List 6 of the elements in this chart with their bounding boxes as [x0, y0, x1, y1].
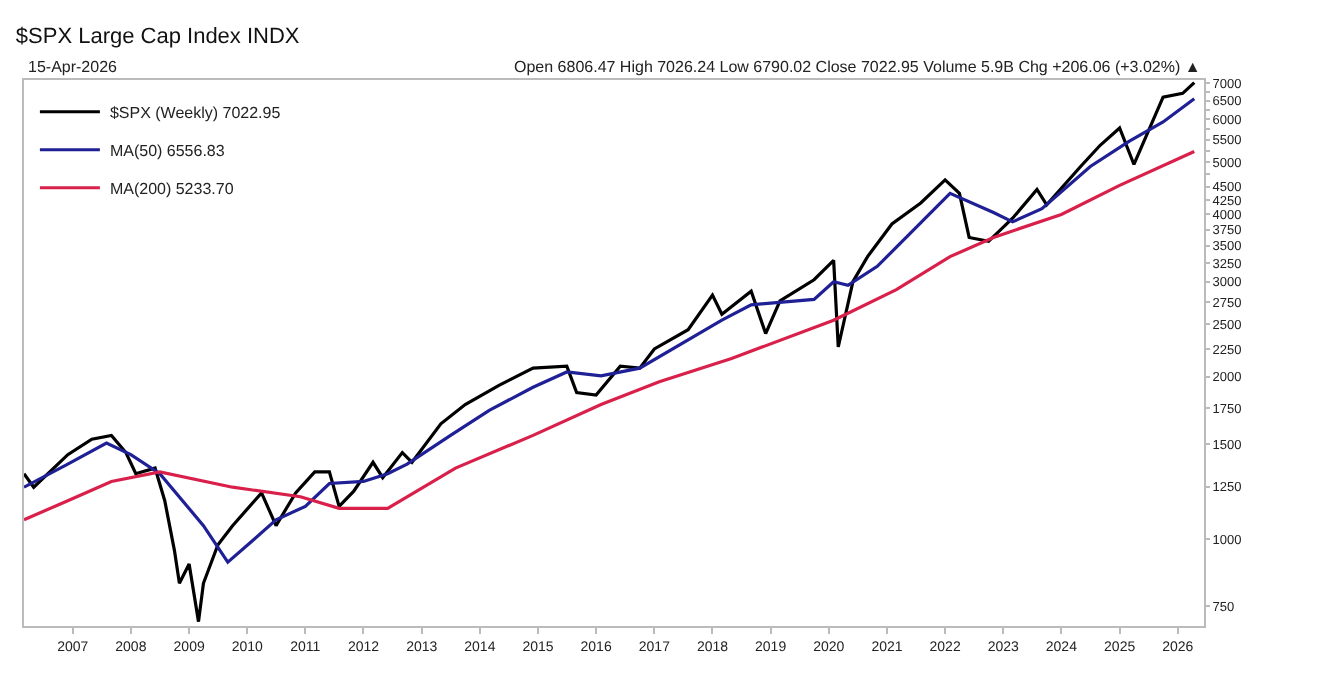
legend-label: MA(50) 6556.83: [109, 141, 226, 160]
chart-title: $SPX Large Cap Index INDX: [15, 24, 301, 49]
text: Open 6806.47 High 7026.24 Low 6790.02 Close 7022.95 Volume 5.9B Chg +206.06 (+3.02%) ▲: [514, 58, 1201, 76]
legend-label: MA(200) 5233.70: [109, 179, 235, 198]
chart-subtitle: 15-Apr-2026: [28, 58, 119, 76]
legend-label: $SPX (Weekly) 7022.95: [109, 103, 282, 122]
